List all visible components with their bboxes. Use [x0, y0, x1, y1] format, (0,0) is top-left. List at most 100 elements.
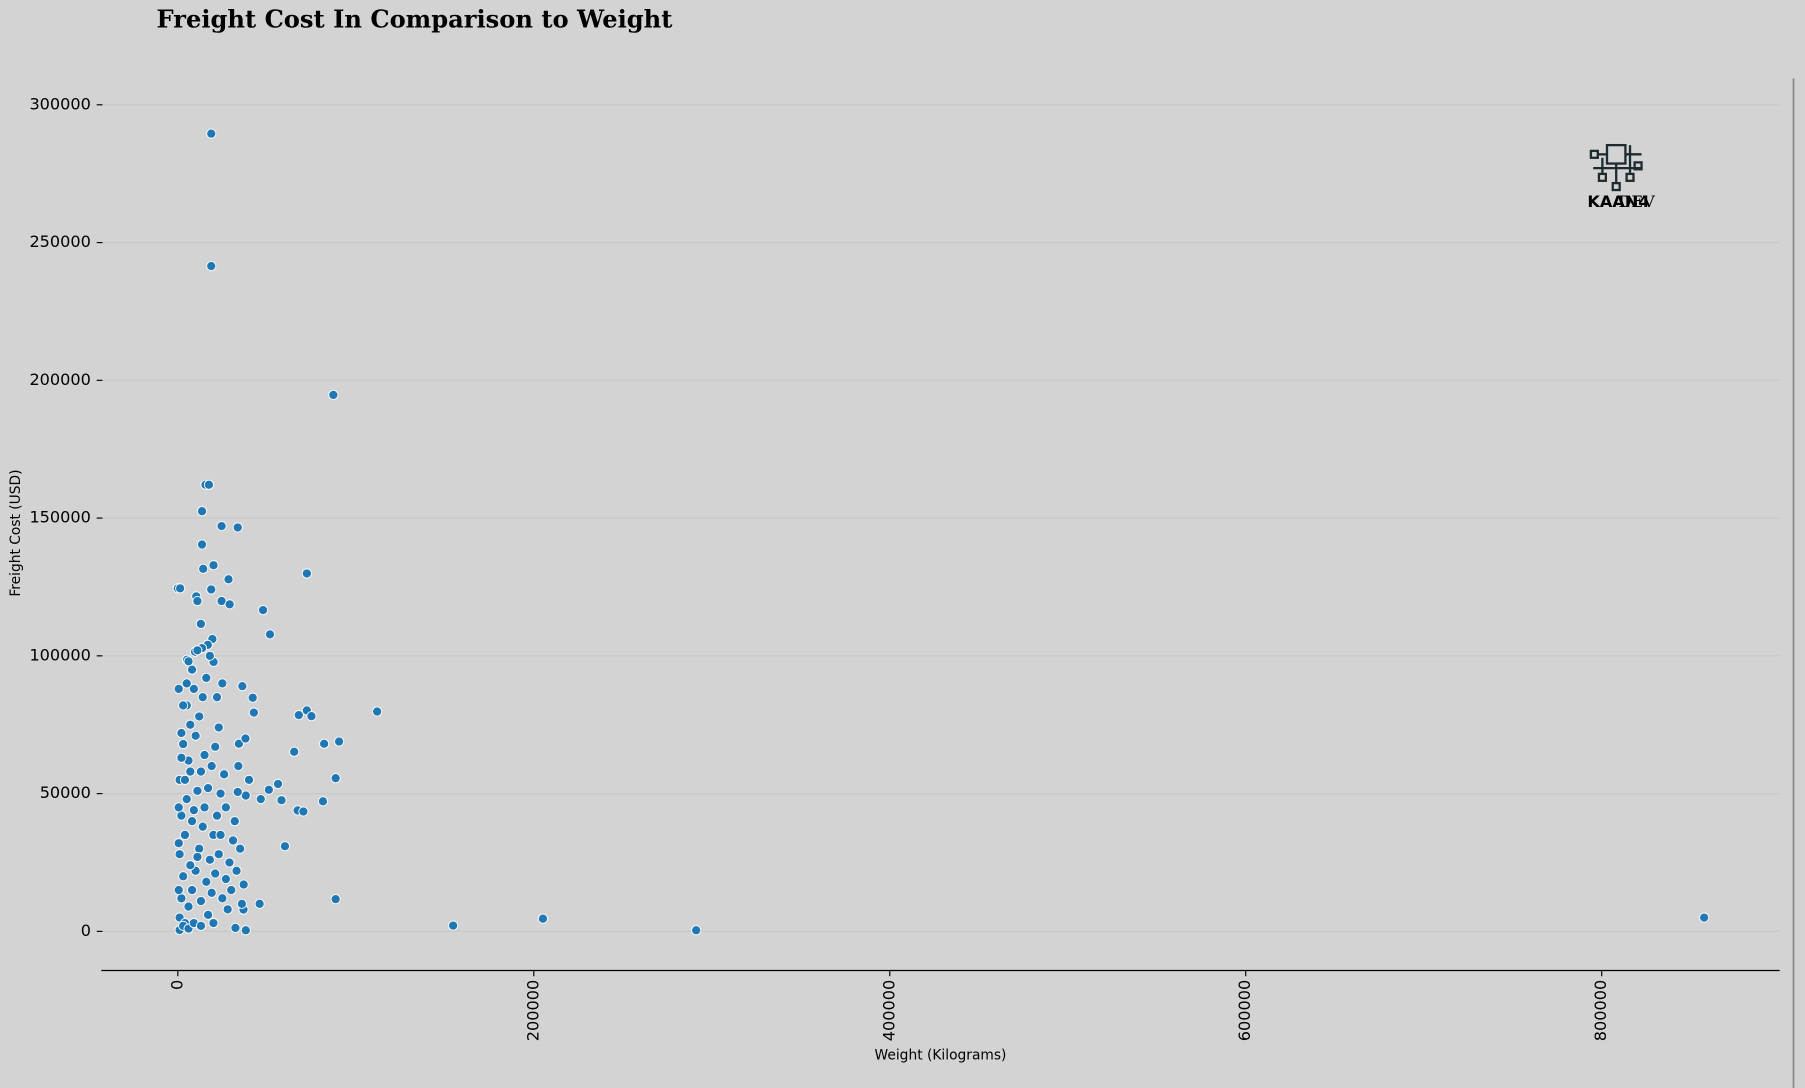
- point: [196, 506, 208, 517]
- point: [195, 618, 206, 629]
- point: [289, 746, 300, 757]
- point: [187, 884, 198, 896]
- point: [178, 700, 189, 711]
- point: [537, 913, 549, 924]
- point: [176, 727, 187, 739]
- point: [219, 769, 230, 780]
- point: [317, 796, 329, 807]
- point: [230, 922, 241, 933]
- point: [203, 783, 214, 794]
- point: [185, 860, 196, 871]
- logo-suffix: DEV: [1619, 192, 1656, 211]
- point: [227, 835, 239, 846]
- point: [238, 879, 249, 890]
- point: [243, 774, 255, 785]
- point: [220, 873, 231, 885]
- point: [195, 896, 207, 907]
- point: [204, 650, 215, 661]
- point: [176, 752, 187, 763]
- point: [179, 774, 191, 785]
- point: [213, 722, 224, 733]
- point: [204, 854, 215, 865]
- point: [213, 849, 224, 860]
- point: [208, 918, 219, 929]
- x-tick-label: 400000: [879, 980, 898, 1042]
- logo-brand: KAAN4: [1587, 192, 1649, 211]
- point: [240, 733, 251, 744]
- point: [210, 868, 221, 879]
- point: [199, 749, 210, 761]
- point: [233, 760, 244, 772]
- y-tick-label: 300000: [29, 94, 91, 113]
- point: [233, 738, 244, 749]
- point: [217, 678, 228, 689]
- point: [173, 884, 184, 896]
- point: [196, 539, 208, 550]
- point: [206, 760, 217, 772]
- point: [232, 786, 243, 798]
- point: [220, 802, 231, 813]
- y-tick-label: 100000: [29, 645, 91, 664]
- point: [198, 563, 209, 574]
- point: [197, 692, 208, 703]
- y-tick-label: 50000: [40, 783, 91, 802]
- point: [178, 738, 189, 750]
- point: [226, 884, 237, 896]
- point: [183, 901, 194, 912]
- point: [206, 128, 217, 139]
- point: [229, 816, 240, 827]
- point: [272, 778, 284, 790]
- point: [192, 851, 203, 863]
- point: [199, 802, 210, 813]
- point: [188, 683, 199, 694]
- point: [215, 829, 226, 841]
- point: [223, 574, 234, 585]
- point: [448, 920, 459, 931]
- x-tick-label: 800000: [1591, 980, 1610, 1042]
- point: [173, 683, 184, 694]
- point: [276, 795, 287, 806]
- point: [264, 629, 276, 640]
- point: [301, 568, 312, 579]
- point: [195, 766, 207, 777]
- point: [192, 645, 203, 656]
- point: [328, 389, 339, 401]
- point: [216, 521, 227, 532]
- x-tick-label: 200000: [523, 980, 542, 1042]
- point: [254, 898, 265, 909]
- point: [298, 806, 309, 817]
- y-tick-label: 0: [81, 921, 91, 940]
- point: [179, 829, 191, 841]
- point: [240, 925, 251, 936]
- chart-title: Freight Cost In Comparison to Weight: [157, 4, 674, 33]
- point: [237, 681, 248, 692]
- point: [173, 838, 184, 849]
- point: [263, 784, 274, 795]
- point: [279, 841, 291, 852]
- point: [372, 706, 383, 717]
- point: [190, 730, 201, 741]
- point: [197, 821, 208, 832]
- point: [334, 736, 345, 747]
- point: [217, 893, 228, 904]
- point: [248, 707, 259, 718]
- point: [194, 843, 205, 854]
- point: [211, 810, 223, 821]
- y-tick-label: 200000: [29, 370, 91, 389]
- point: [306, 711, 317, 722]
- point: [235, 843, 246, 854]
- point: [206, 584, 217, 595]
- point: [211, 692, 223, 703]
- point: [258, 605, 269, 616]
- x-tick-label: 0: [167, 980, 186, 990]
- point: [319, 738, 330, 749]
- point: [691, 925, 702, 936]
- y-tick-label: 250000: [29, 232, 91, 251]
- x-axis-label: Weight (Kilograms): [875, 1048, 1007, 1064]
- x-tick-label: 600000: [1235, 980, 1254, 1042]
- point: [208, 560, 219, 571]
- point: [188, 805, 199, 816]
- point: [178, 871, 189, 882]
- point: [231, 865, 242, 876]
